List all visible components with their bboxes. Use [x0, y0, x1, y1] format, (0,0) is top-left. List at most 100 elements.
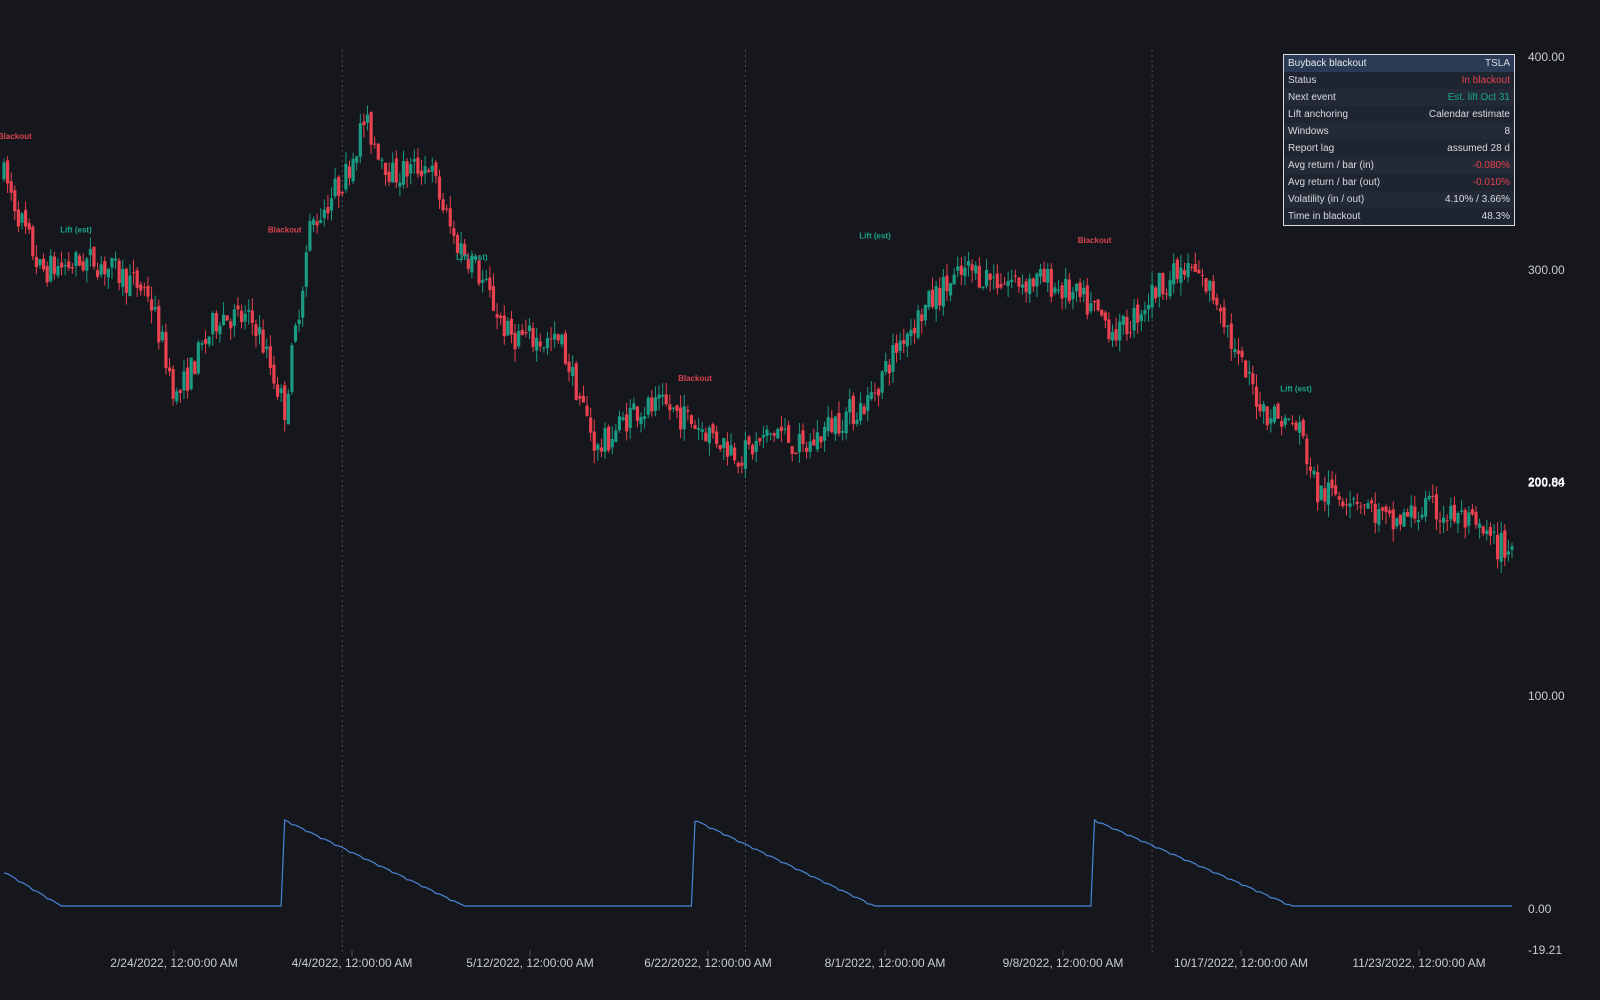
- candle-body: [1319, 485, 1323, 500]
- candle-body: [733, 447, 737, 461]
- x-tick-label: 8/1/2022, 12:00:00 AM: [825, 956, 946, 970]
- info-row: Lift anchoring Calendar estimate: [1284, 106, 1514, 123]
- candle-body: [261, 329, 265, 353]
- candle-body: [56, 266, 60, 276]
- info-row: Buyback blackout TSLA: [1284, 55, 1514, 72]
- candle-body: [1136, 304, 1140, 323]
- candle-body: [1089, 303, 1093, 312]
- info-row-label: Next event: [1288, 92, 1336, 103]
- candle-body: [452, 228, 456, 236]
- candle-body: [373, 143, 377, 145]
- candle-body: [481, 279, 485, 283]
- candle-body: [293, 325, 298, 342]
- candle-body: [592, 431, 596, 451]
- candle-body: [380, 159, 384, 161]
- candle-body: [146, 285, 150, 297]
- y-tick-label: -19.21: [1528, 943, 1562, 957]
- candle-body: [405, 161, 409, 177]
- candle-body: [1352, 498, 1356, 500]
- candle-body: [1049, 268, 1053, 297]
- candle-body: [625, 414, 629, 432]
- candle-body: [1434, 494, 1439, 520]
- candle-body: [934, 285, 938, 310]
- candle-body: [423, 166, 427, 174]
- y-tick-label: 400.00: [1528, 50, 1565, 64]
- candle-body: [963, 267, 967, 277]
- candle-body: [812, 439, 816, 446]
- candle-body: [1244, 360, 1248, 378]
- info-row-label: Avg return / bar (in): [1288, 160, 1374, 171]
- candle-body: [729, 445, 733, 456]
- candle-body: [974, 265, 978, 274]
- candle-body: [815, 432, 819, 450]
- candle-body: [725, 441, 730, 457]
- candle-body: [185, 367, 190, 391]
- x-tick-label: 10/17/2022, 12:00:00 AM: [1174, 956, 1308, 970]
- candle-body: [1236, 350, 1241, 355]
- candle-body: [383, 162, 388, 175]
- candle-body: [549, 338, 553, 340]
- candle-body: [1442, 517, 1446, 523]
- candle-body: [175, 391, 179, 402]
- candle-body: [1348, 503, 1352, 507]
- candle-body: [578, 395, 582, 399]
- candle-body: [740, 462, 744, 466]
- candle-body: [1218, 307, 1223, 312]
- candlestick-series: [2, 105, 1514, 573]
- candle-body: [794, 452, 798, 454]
- countdown-line: [3, 818, 1512, 907]
- candle-body: [1463, 509, 1467, 528]
- candle-body: [1006, 280, 1010, 287]
- candle-body: [754, 440, 758, 452]
- candle-body: [1373, 503, 1377, 523]
- candle-body: [1107, 319, 1111, 340]
- candle-body: [1298, 422, 1302, 433]
- candle-body: [610, 438, 614, 448]
- info-row: Avg return / bar (out) -0.010%: [1284, 174, 1514, 191]
- candle-body: [1017, 277, 1021, 287]
- candle-body: [488, 277, 492, 291]
- candle-body: [1445, 520, 1449, 522]
- candle-body: [1067, 279, 1071, 302]
- candle-body: [20, 213, 24, 223]
- candle-body: [704, 432, 708, 442]
- blackout-marker-label: Blackout: [0, 132, 32, 141]
- candle-body: [92, 246, 96, 267]
- candle-body: [689, 415, 694, 424]
- candle-body: [49, 255, 53, 281]
- candle-body: [164, 332, 168, 369]
- info-row: Windows 8: [1284, 123, 1514, 140]
- candle-body: [876, 388, 881, 396]
- candle-body: [822, 426, 827, 441]
- candle-body: [1060, 285, 1064, 299]
- candle-body: [34, 256, 38, 268]
- candle-body: [988, 273, 992, 281]
- candle-body: [617, 416, 622, 431]
- candle-body: [531, 328, 535, 347]
- candle-body: [596, 444, 600, 450]
- candle-body: [858, 403, 863, 421]
- candle-body: [110, 257, 114, 268]
- candle-body: [513, 332, 517, 350]
- candle-body: [995, 273, 999, 289]
- countdown-indicator: [3, 818, 1512, 907]
- candle-body: [768, 433, 773, 435]
- candle-body: [1028, 278, 1032, 295]
- candle-body: [930, 289, 935, 307]
- candle-body: [1341, 501, 1345, 507]
- candle-body: [1478, 523, 1482, 528]
- candle-body: [1229, 323, 1233, 349]
- candle-body: [491, 286, 496, 311]
- candle-body: [236, 305, 240, 310]
- blackout-info-panel: Buyback blackout TSLA Status In blackout Nex…: [1283, 54, 1515, 226]
- candle-body: [1420, 514, 1424, 518]
- candle-body: [142, 287, 146, 289]
- candle-body: [1132, 307, 1136, 331]
- candle-body: [1330, 479, 1334, 489]
- candle-body: [1388, 510, 1392, 514]
- candle-body: [70, 267, 74, 269]
- candle-body: [1496, 534, 1500, 560]
- candle-body: [765, 429, 769, 436]
- info-row-value: -0.080%: [1472, 160, 1510, 171]
- candle-body: [430, 165, 434, 172]
